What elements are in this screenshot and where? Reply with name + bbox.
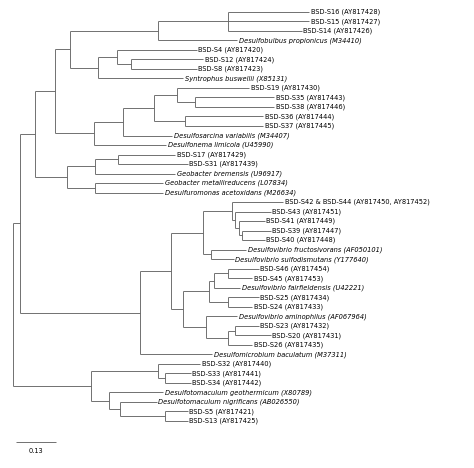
Text: BSD-S26 (AY817435): BSD-S26 (AY817435)	[254, 342, 323, 348]
Text: Desulfovibrio fructosivorans (AF050101): Desulfovibrio fructosivorans (AF050101)	[248, 246, 383, 253]
Text: BSD-S24 (AY817433): BSD-S24 (AY817433)	[254, 304, 323, 310]
Text: BSD-S32 (AY817440): BSD-S32 (AY817440)	[201, 361, 271, 367]
Text: BSD-S13 (AY817425): BSD-S13 (AY817425)	[189, 418, 258, 424]
Text: BSD-S40 (AY817448): BSD-S40 (AY817448)	[266, 237, 336, 243]
Text: BSD-S15 (AY817427): BSD-S15 (AY817427)	[311, 18, 380, 24]
Text: BSD-S43 (AY817451): BSD-S43 (AY817451)	[273, 208, 342, 215]
Text: BSD-S39 (AY817447): BSD-S39 (AY817447)	[273, 227, 342, 234]
Text: BSD-S31 (AY817439): BSD-S31 (AY817439)	[189, 161, 258, 167]
Text: BSD-S8 (AY817423): BSD-S8 (AY817423)	[199, 66, 264, 72]
Text: Desulfobulbus propionicus (M34410): Desulfobulbus propionicus (M34410)	[238, 37, 361, 44]
Text: BSD-S20 (AY817431): BSD-S20 (AY817431)	[273, 332, 342, 339]
Text: BSD-S14 (AY817426): BSD-S14 (AY817426)	[303, 28, 373, 34]
Text: BSD-S34 (AY817442): BSD-S34 (AY817442)	[192, 380, 262, 386]
Text: Desulfosarcina variabilis (M34407): Desulfosarcina variabilis (M34407)	[174, 132, 290, 139]
Text: BSD-S38 (AY817446): BSD-S38 (AY817446)	[275, 104, 345, 110]
Text: Syntrophus buswellii (X85131): Syntrophus buswellii (X85131)	[184, 75, 287, 82]
Text: BSD-S33 (AY817441): BSD-S33 (AY817441)	[192, 370, 261, 377]
Text: Geobacter bremensis (U96917): Geobacter bremensis (U96917)	[177, 170, 282, 177]
Text: Desulfotomaculum geothermicum (X80789): Desulfotomaculum geothermicum (X80789)	[164, 389, 311, 396]
Text: BSD-S36 (AY817444): BSD-S36 (AY817444)	[265, 113, 334, 120]
Text: Desulfovibrio aminophilus (AF067964): Desulfovibrio aminophilus (AF067964)	[238, 313, 366, 320]
Text: BSD-S42 & BSD-S44 (AY817450, AY817452): BSD-S42 & BSD-S44 (AY817450, AY817452)	[285, 199, 429, 205]
Text: BSD-S5 (AY817421): BSD-S5 (AY817421)	[189, 408, 254, 415]
Text: Desulfovibrio fairfieldensis (U42221): Desulfovibrio fairfieldensis (U42221)	[242, 285, 364, 291]
Text: BSD-S17 (AY817429): BSD-S17 (AY817429)	[177, 151, 246, 158]
Text: Desulfovibrio sulfodismutans (Y177640): Desulfovibrio sulfodismutans (Y177640)	[236, 256, 369, 263]
Text: BSD-S16 (AY817428): BSD-S16 (AY817428)	[311, 8, 380, 15]
Text: BSD-S37 (AY817445): BSD-S37 (AY817445)	[265, 123, 334, 129]
Text: BSD-S23 (AY817432): BSD-S23 (AY817432)	[260, 322, 329, 329]
Text: BSD-S46 (AY817454): BSD-S46 (AY817454)	[260, 265, 329, 272]
Text: Geobacter metallireducens (L07834): Geobacter metallireducens (L07834)	[164, 180, 287, 186]
Text: BSD-S41 (AY817449): BSD-S41 (AY817449)	[266, 218, 336, 224]
Text: Desulfonema limicola (U45990): Desulfonema limicola (U45990)	[168, 142, 273, 148]
Text: BSD-S4 (AY817420): BSD-S4 (AY817420)	[199, 47, 264, 53]
Text: Desulfomicrobium baculatum (M37311): Desulfomicrobium baculatum (M37311)	[214, 351, 346, 358]
Text: BSD-S45 (AY817453): BSD-S45 (AY817453)	[254, 275, 323, 282]
Text: BSD-S25 (AY817434): BSD-S25 (AY817434)	[260, 294, 329, 300]
Text: BSD-S19 (AY817430): BSD-S19 (AY817430)	[251, 85, 320, 91]
Text: Desulfotomaculum nigrificans (AB026550): Desulfotomaculum nigrificans (AB026550)	[158, 399, 300, 405]
Text: BSD-S12 (AY817424): BSD-S12 (AY817424)	[205, 56, 274, 63]
Text: 0.13: 0.13	[28, 448, 43, 453]
Text: Desulfuromonas acetoxidans (M26634): Desulfuromonas acetoxidans (M26634)	[164, 189, 296, 196]
Text: BSD-S35 (AY817443): BSD-S35 (AY817443)	[275, 94, 345, 101]
